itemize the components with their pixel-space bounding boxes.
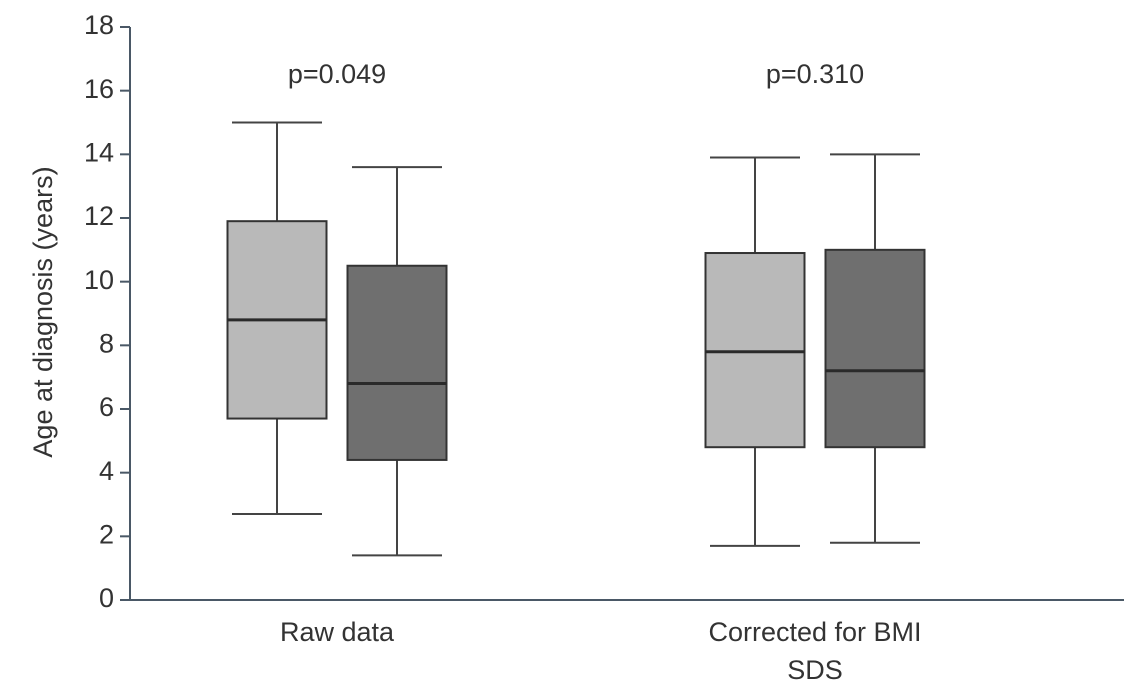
y-tick-label: 0	[99, 583, 114, 613]
y-tick-label: 6	[99, 392, 114, 422]
box	[346, 264, 448, 461]
box	[704, 252, 806, 449]
y-tick-label: 2	[99, 519, 114, 549]
y-axis-label: Age at diagnosis (years)	[28, 166, 58, 457]
y-tick-label: 14	[84, 137, 114, 167]
y-tick-label: 12	[84, 201, 114, 231]
box	[824, 248, 926, 449]
x-tick-label: Corrected for BMI SDS	[708, 617, 922, 685]
y-tick-label: 18	[84, 10, 114, 40]
x-tick-label: Raw data	[279, 617, 395, 647]
y-tick-label: 8	[99, 328, 114, 358]
y-tick-label: 10	[84, 265, 114, 295]
y-tick-label: 16	[84, 74, 114, 104]
annotation: p=0.310	[766, 59, 864, 89]
y-tick-label: 4	[99, 456, 114, 486]
annotation: p=0.049	[288, 59, 386, 89]
